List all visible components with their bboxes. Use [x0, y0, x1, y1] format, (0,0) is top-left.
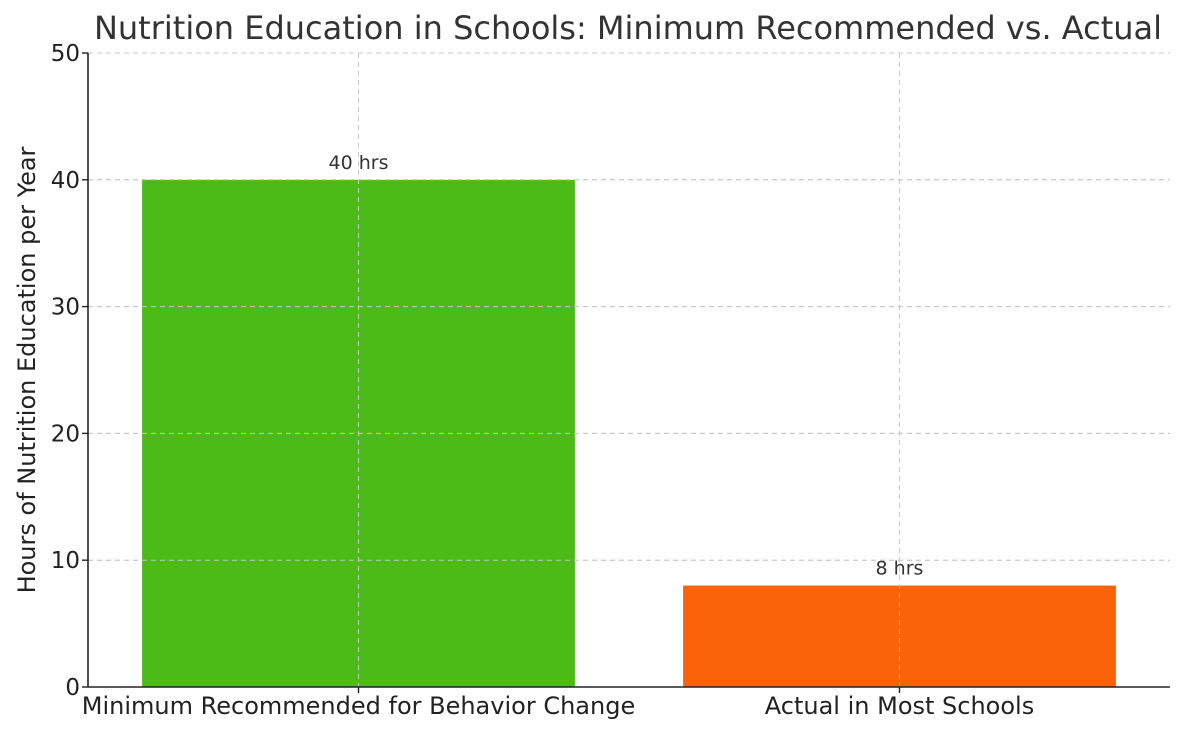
- y-tick-label: 40: [51, 168, 80, 194]
- bars: [88, 52, 1170, 688]
- bar-value-label: 40 hrs: [329, 152, 389, 174]
- y-tick-label: 0: [65, 675, 80, 701]
- y-axis-ticks: 0 10 20 30 40 50: [51, 41, 88, 701]
- y-axis-label: Hours of Nutrition Education per Year: [13, 146, 41, 593]
- x-tick-label: Actual in Most Schools: [765, 692, 1034, 720]
- bar-value-labels: 40 hrs 8 hrs: [329, 152, 924, 580]
- axes: [87, 53, 1170, 688]
- bar-value-label: 8 hrs: [876, 558, 924, 580]
- y-tick-label: 20: [51, 421, 80, 447]
- y-tick-label: 30: [51, 295, 80, 321]
- y-tick-label: 50: [51, 41, 80, 67]
- x-axis-ticks: Minimum Recommended for Behavior Change A…: [82, 687, 1034, 720]
- chart-title: Nutrition Education in Schools: Minimum …: [94, 9, 1162, 47]
- x-tick-label: Minimum Recommended for Behavior Change: [82, 692, 635, 720]
- bar-2: [683, 585, 1116, 687]
- y-tick-label: 10: [51, 548, 80, 574]
